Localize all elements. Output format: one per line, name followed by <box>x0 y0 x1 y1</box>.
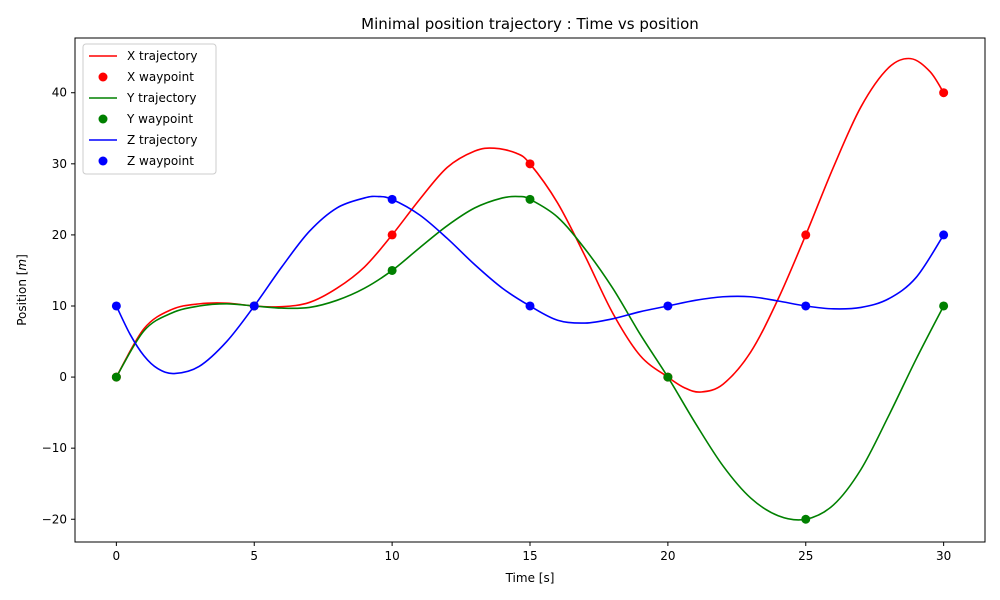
y-tick-label: 0 <box>59 370 67 384</box>
z-waypoint-point <box>663 301 673 311</box>
y-waypoint-point <box>663 372 673 382</box>
x-waypoint-point <box>939 88 949 98</box>
y-axis-label-unit: m <box>15 259 29 271</box>
x-tick-label: 5 <box>250 549 258 563</box>
z-waypoint-point <box>939 230 949 240</box>
legend-marker-swatch <box>98 156 108 166</box>
z-trajectory-line <box>115 195 945 375</box>
y-tick-label: 20 <box>52 228 67 242</box>
y-ticks: −20 −10 0 10 20 30 40 <box>42 86 75 526</box>
y-waypoint-point <box>939 301 949 311</box>
legend-label: Z waypoint <box>127 154 194 168</box>
y-axis-label: Position [m] <box>15 254 29 326</box>
y-tick-label: 40 <box>52 86 67 100</box>
y-waypoint-point <box>387 265 397 275</box>
y-axis-label-suffix: ] <box>15 254 29 259</box>
y-waypoint-point <box>111 372 121 382</box>
x-tick-label: 20 <box>660 549 675 563</box>
y-tick-label: −20 <box>42 512 67 526</box>
y-axis-label-prefix: Position [ <box>15 271 29 326</box>
z-waypoint-point <box>111 301 121 311</box>
x-ticks: 0 5 10 15 20 25 30 <box>113 542 951 563</box>
legend-label: Y waypoint <box>126 112 193 126</box>
z-waypoint-point <box>249 301 259 311</box>
y-tick-label: −10 <box>42 441 67 455</box>
x-tick-label: 15 <box>522 549 537 563</box>
chart-title: Minimal position trajectory : Time vs po… <box>361 15 699 33</box>
legend-label: X waypoint <box>127 70 194 84</box>
x-waypoint-point <box>387 230 397 240</box>
x-tick-label: 30 <box>936 549 951 563</box>
legend-label: Z trajectory <box>127 133 197 147</box>
x-axis-label: Time [s] <box>505 571 555 585</box>
z-waypoint-point <box>525 301 535 311</box>
x-tick-label: 10 <box>384 549 399 563</box>
series-layer <box>111 57 949 524</box>
legend-label: Y trajectory <box>126 91 197 105</box>
legend-box <box>82 43 217 175</box>
x-tick-label: 0 <box>113 549 121 563</box>
legend-label: X trajectory <box>127 49 197 63</box>
z-waypoint-point <box>801 301 811 311</box>
legend-marker-swatch <box>98 72 108 82</box>
y-tick-label: 30 <box>52 157 67 171</box>
y-waypoint-point <box>801 514 811 524</box>
legend-marker-swatch <box>98 114 108 124</box>
legend-items: X trajectory X waypoint Y trajectory Y wayp… <box>89 49 197 168</box>
x-waypoint-point <box>525 159 535 169</box>
plot-frame <box>74 37 986 543</box>
z-waypoint-point <box>387 194 397 204</box>
x-tick-label: 25 <box>798 549 813 563</box>
y-tick-label: 10 <box>52 299 67 313</box>
y-waypoint-point <box>525 194 535 204</box>
y-trajectory-line <box>115 195 945 521</box>
legend: X trajectory X waypoint Y trajectory Y wayp… <box>82 43 217 175</box>
x-trajectory-line <box>115 57 945 393</box>
x-waypoint-point <box>801 230 811 240</box>
